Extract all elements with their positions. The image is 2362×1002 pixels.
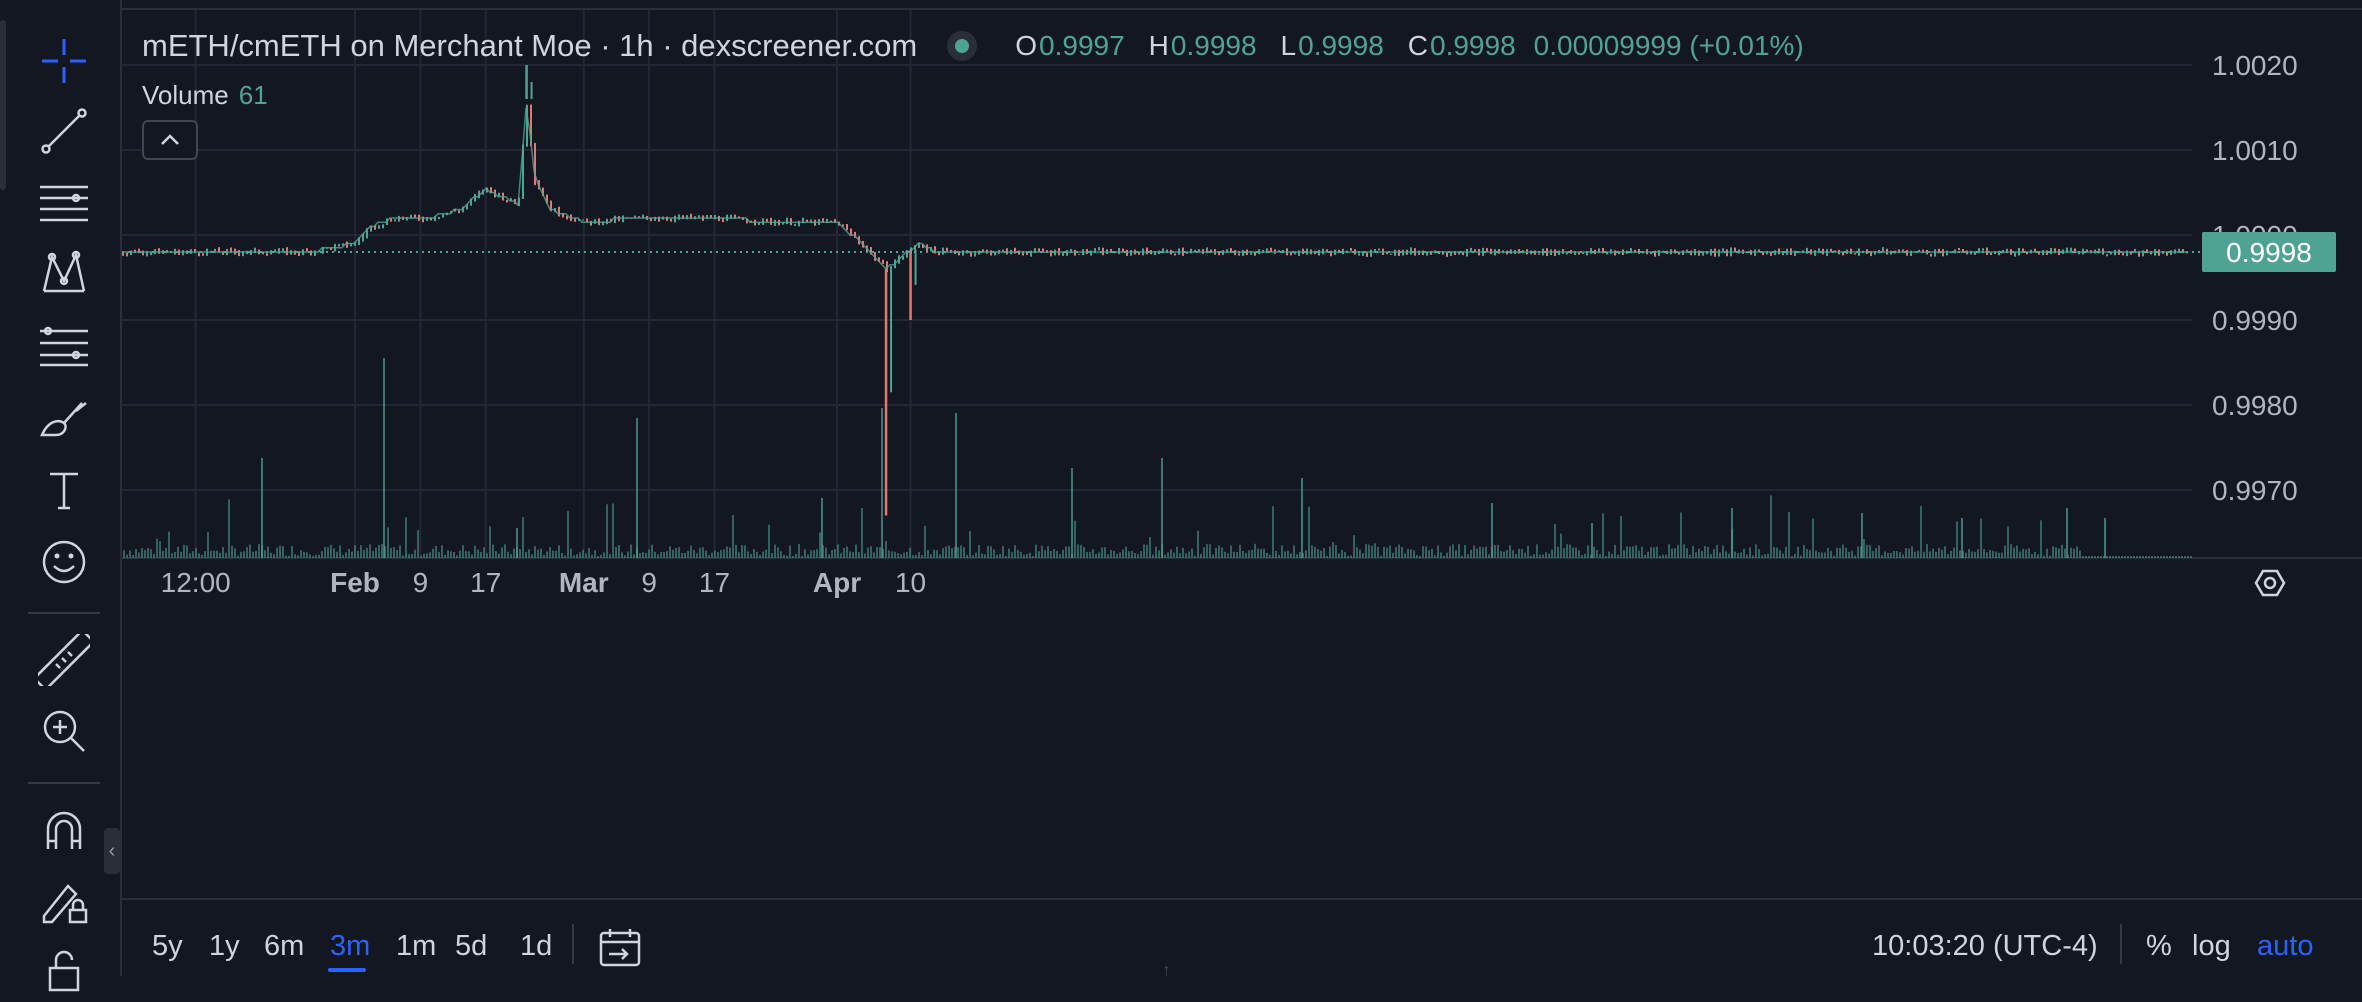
text-icon[interactable] [28, 460, 100, 520]
unlock-icon[interactable] [28, 942, 100, 1002]
time-tick-label: Feb [330, 567, 380, 598]
volume-value: 61 [238, 80, 268, 110]
time-tick-label: 17 [699, 567, 730, 598]
horizontal-lines-icon[interactable] [28, 173, 100, 233]
fib-icon[interactable] [28, 315, 100, 375]
bottom-separator [572, 924, 574, 964]
symbol-title[interactable]: mETH/cmETH on Merchant Moe · 1h · dexscr… [142, 28, 918, 63]
time-tick-label: Apr [813, 567, 861, 598]
time-tick-label: 17 [470, 567, 501, 598]
price-tick-label: 1.0010 [2212, 135, 2298, 166]
price-tick-label: 0.9980 [2212, 390, 2298, 421]
calendar-icon[interactable] [597, 925, 643, 971]
legend-collapse-button[interactable] [142, 120, 198, 160]
collapse-toolbar-button[interactable]: ‹ [104, 828, 120, 874]
bottom-separator [2120, 924, 2122, 964]
price-tick-label: 0.9990 [2212, 305, 2298, 336]
low-label: L [1280, 30, 1297, 61]
time-tick-label: 12:00 [161, 567, 231, 598]
chart-legend: mETH/cmETH on Merchant Moe · 1h · dexscr… [142, 28, 1804, 64]
range-button-1d[interactable]: 1d [520, 930, 553, 962]
chart-area[interactable]: 1.00201.00101.00000.99900.99800.99700.99… [122, 8, 2362, 978]
high-label: H [1148, 30, 1169, 61]
lock-drawing-icon[interactable] [28, 872, 100, 932]
toolbar-scrollbar[interactable] [0, 20, 6, 190]
price-series [122, 65, 2202, 516]
volume-histogram [123, 358, 2192, 558]
range-button-5d[interactable]: 5d [455, 930, 488, 962]
auto-scale-button[interactable]: auto [2257, 930, 2314, 962]
price-step-line [122, 107, 2186, 271]
active-range-indicator [328, 968, 366, 972]
trend-line-icon[interactable] [28, 101, 100, 161]
percent-scale-button[interactable]: % [2146, 930, 2172, 962]
zoom-in-icon[interactable] [28, 701, 100, 761]
log-scale-button[interactable]: log [2192, 930, 2231, 962]
brush-icon[interactable] [28, 387, 100, 447]
close-label: C [1407, 30, 1428, 61]
drawing-toolbar: ‹ [0, 0, 122, 992]
time-tick-label: Mar [559, 567, 609, 598]
current-price-label: 0.9998 [2226, 237, 2312, 268]
volume-label: Volume [142, 80, 229, 110]
range-button-1m[interactable]: 1m [396, 930, 437, 962]
emoji-icon[interactable] [28, 532, 100, 592]
pattern-icon[interactable] [28, 243, 100, 303]
price-chart[interactable]: 1.00201.00101.00000.99900.99800.99700.99… [122, 10, 2362, 898]
close-value: 0.9998 [1430, 30, 1516, 61]
range-button-6m[interactable]: 6m [264, 930, 305, 962]
price-tick-label: 0.9970 [2212, 475, 2298, 506]
toolbar-separator [28, 782, 100, 784]
price-tick-label: 1.0020 [2212, 50, 2298, 81]
crosshair-icon[interactable] [28, 31, 100, 91]
time-tick-label: 10 [895, 567, 926, 598]
price-axis[interactable]: 1.00201.00101.00000.99900.99800.99700.99… [2202, 50, 2336, 506]
range-button-1y[interactable]: 1y [209, 930, 240, 962]
chevron-up-icon [161, 134, 179, 145]
current-price-badge [2202, 232, 2336, 272]
price-change: 0.00009999 (+0.01%) [1533, 30, 1804, 61]
timezone-clock[interactable]: 10:03:20 (UTC-4) [1872, 930, 2098, 962]
open-label: O [1015, 30, 1038, 61]
magnet-icon[interactable] [28, 801, 100, 861]
high-value: 0.9998 [1170, 30, 1257, 61]
volume-legend: Volume 61 [142, 80, 268, 111]
range-button-3m[interactable]: 3m [330, 930, 371, 962]
market-status-icon[interactable] [947, 31, 978, 61]
axis-settings-icon[interactable] [2254, 569, 2286, 597]
ruler-icon[interactable] [28, 630, 100, 690]
chart-grid [122, 10, 2362, 559]
time-axis[interactable]: 12:00 Feb 9 17 Mar 9 17 Apr 10 [161, 567, 2286, 598]
open-value: 0.9997 [1039, 30, 1125, 61]
time-tick-label: 9 [413, 567, 429, 598]
low-value: 0.9998 [1298, 30, 1384, 61]
time-tick-label: 9 [641, 567, 657, 598]
range-button-5y[interactable]: 5y [152, 930, 183, 962]
scroll-up-icon[interactable]: ↑ [1162, 960, 1171, 980]
toolbar-separator [28, 612, 100, 614]
bottom-toolbar: 5y 1y 6m 3m 1m 5d 1d ↑ 10:03:20 (UTC-4) % log … [122, 898, 2362, 980]
